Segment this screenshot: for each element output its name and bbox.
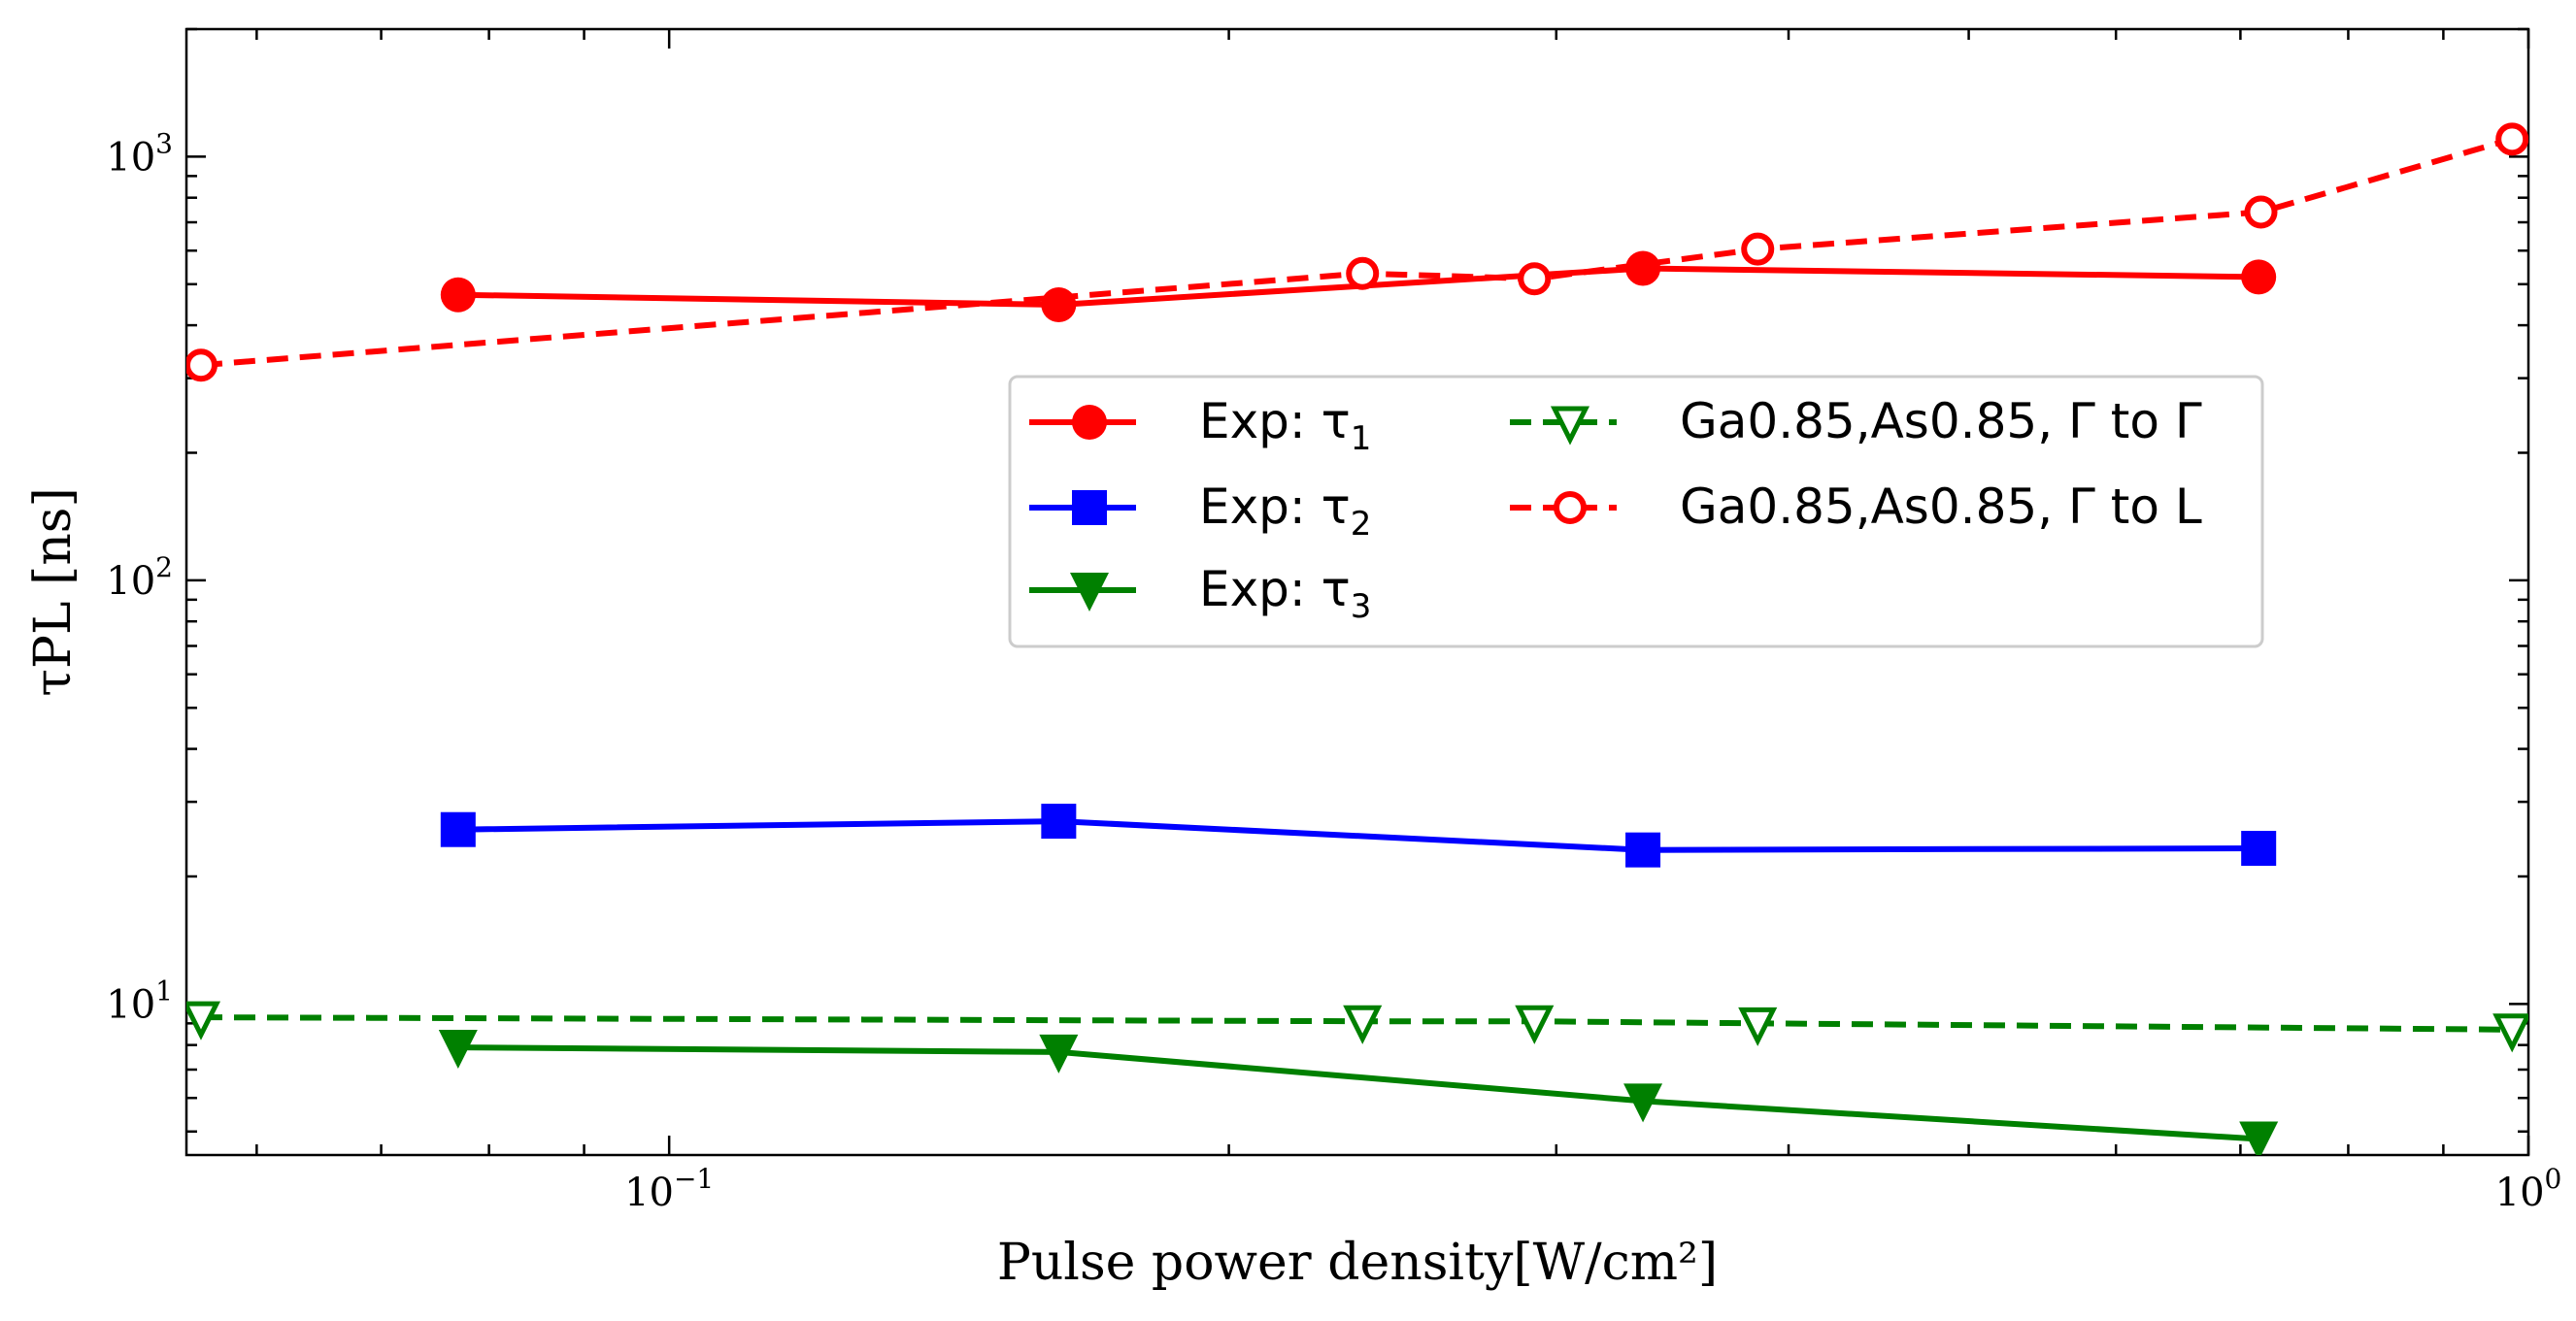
legend-box: [1008, 375, 2264, 648]
x-tick-label: 100: [2495, 1163, 2562, 1215]
data-point-gl: [1346, 256, 1380, 290]
data-point-tau1: [2241, 259, 2277, 295]
data-point-gl: [1518, 262, 1552, 296]
y-tick-label: 102: [106, 551, 173, 604]
legend-entry-tau2: Exp: τ2: [1029, 479, 1371, 544]
legend-marker: [1072, 490, 1107, 525]
legend-marker: [1072, 405, 1107, 440]
series-line-tau3: [457, 1044, 2259, 1142]
legend-marker: [1554, 491, 1587, 524]
series-line-gl: [200, 136, 2514, 369]
data-point-tau2: [1625, 832, 1661, 868]
legend-entry-tau3: Exp: τ3: [1029, 561, 1371, 626]
data-point-gl: [186, 348, 217, 382]
y-tick-label: 101: [106, 974, 173, 1027]
legend-label: Exp: τ1: [1199, 393, 1371, 458]
axis-ticks: 10−1 100 101 102 103: [106, 27, 2562, 1215]
legend-marker: [1550, 406, 1590, 446]
data-point-tau3: [438, 1030, 478, 1070]
axis-labels: Pulse power density[W/cm²] τPL [ns]: [24, 487, 1718, 1292]
series-tau3: [438, 1030, 2279, 1155]
series-gl: [186, 122, 2528, 382]
series-line-tau2: [457, 818, 2259, 853]
data-point-gl: [2244, 195, 2278, 229]
series-clip: [186, 122, 2528, 1155]
y-axis-label: τPL [ns]: [24, 487, 83, 697]
legend-label: Ga0.85,As0.85, Γ to L: [1680, 479, 2202, 535]
legend-label: Exp: τ3: [1199, 561, 1371, 626]
data-point-tau2: [1041, 804, 1077, 840]
data-point-gl: [2495, 122, 2528, 156]
series-layer: [186, 122, 2528, 1155]
series-tau2: [440, 804, 2277, 868]
data-point-tau2: [440, 811, 476, 847]
legend-marker: [1070, 573, 1109, 611]
y-tick-label: 103: [106, 127, 173, 180]
data-point-tau1: [1041, 287, 1077, 323]
data-point-gl: [1741, 232, 1775, 266]
x-tick-label: 10−1: [624, 1163, 714, 1215]
data-point-gg: [1738, 1007, 1778, 1046]
series-tau1: [440, 250, 2277, 323]
data-point-tau1: [1625, 250, 1661, 286]
plot-area: [184, 27, 2530, 1157]
legend-entry-gg: Ga0.85,As0.85, Γ to Γ: [1510, 393, 2202, 449]
data-point-tau3: [2239, 1121, 2279, 1155]
data-point-gg: [2492, 1013, 2528, 1053]
series-line-tau1: [457, 265, 2259, 309]
series-gg: [186, 1001, 2528, 1053]
x-axis-label: Pulse power density[W/cm²]: [997, 1234, 1718, 1292]
legend-label: Ga0.85,As0.85, Γ to Γ: [1680, 393, 2202, 449]
data-point-gg: [186, 1001, 221, 1040]
legend-label: Exp: τ2: [1199, 479, 1371, 544]
data-point-gg: [1343, 1005, 1383, 1044]
legend-entry-tau1: Exp: τ1: [1029, 393, 1371, 458]
legend-entry-gl: Ga0.85,As0.85, Γ to L: [1510, 479, 2202, 535]
data-point-tau3: [1039, 1034, 1079, 1073]
data-point-tau3: [1623, 1083, 1663, 1123]
data-point-tau2: [2241, 831, 2277, 867]
data-point-gg: [1515, 1005, 1555, 1044]
legend: Exp: τ1 Exp: τ2 Exp: τ3 Ga0.85,As0.85, Γ to…: [1008, 375, 2264, 648]
data-point-tau1: [440, 277, 476, 313]
